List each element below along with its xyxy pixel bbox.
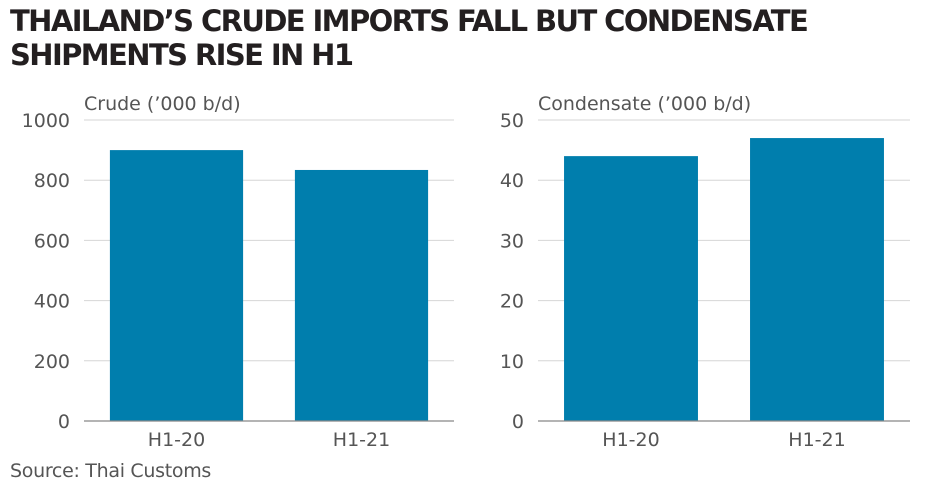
condensate-x-tick-label: H1-21 xyxy=(788,429,845,451)
crude-x-tick-label: H1-20 xyxy=(148,429,205,451)
condensate-y-tick-label: 30 xyxy=(500,230,524,252)
crude-y-tick-label: 0 xyxy=(58,411,70,433)
crude-bar-h1-21 xyxy=(294,169,429,421)
condensate-chart-panel: 0 10 20 30 40 50 Condensate (’000 b/d) H1-20 H1-… xyxy=(500,93,910,451)
chart-title: THAILAND’S CRUDE IMPORTS FALL BUT CONDEN… xyxy=(10,4,809,72)
crude-y-tick-label: 1000 xyxy=(22,110,70,132)
condensate-y-tick-label: 20 xyxy=(500,291,524,313)
crude-bar-h1-20 xyxy=(109,150,244,421)
condensate-y-tick-label: 50 xyxy=(500,110,524,132)
condensate-axis-label: Condensate (’000 b/d) xyxy=(538,93,751,115)
condensate-y-tick-label: 0 xyxy=(512,411,524,433)
crude-y-tick-label: 800 xyxy=(34,170,70,192)
crude-axis-label: Crude (’000 b/d) xyxy=(84,93,241,115)
condensate-y-tick-label: 10 xyxy=(500,351,524,373)
condensate-bar-h1-21 xyxy=(750,138,884,421)
crude-y-tick-label: 400 xyxy=(34,291,70,313)
condensate-bar-h1-20 xyxy=(564,156,698,421)
condensate-x-tick-label: H1-20 xyxy=(602,429,659,451)
crude-x-tick-label: H1-21 xyxy=(333,429,390,451)
source-note: Source: Thai Customs xyxy=(10,460,211,482)
crude-chart-panel: 0 200 400 600 800 1000 Crude (’000 b/d) H1-20 H1… xyxy=(22,93,454,451)
crude-y-tick-label: 200 xyxy=(34,351,70,373)
condensate-y-tick-label: 40 xyxy=(500,170,524,192)
crude-y-tick-label: 600 xyxy=(34,230,70,252)
